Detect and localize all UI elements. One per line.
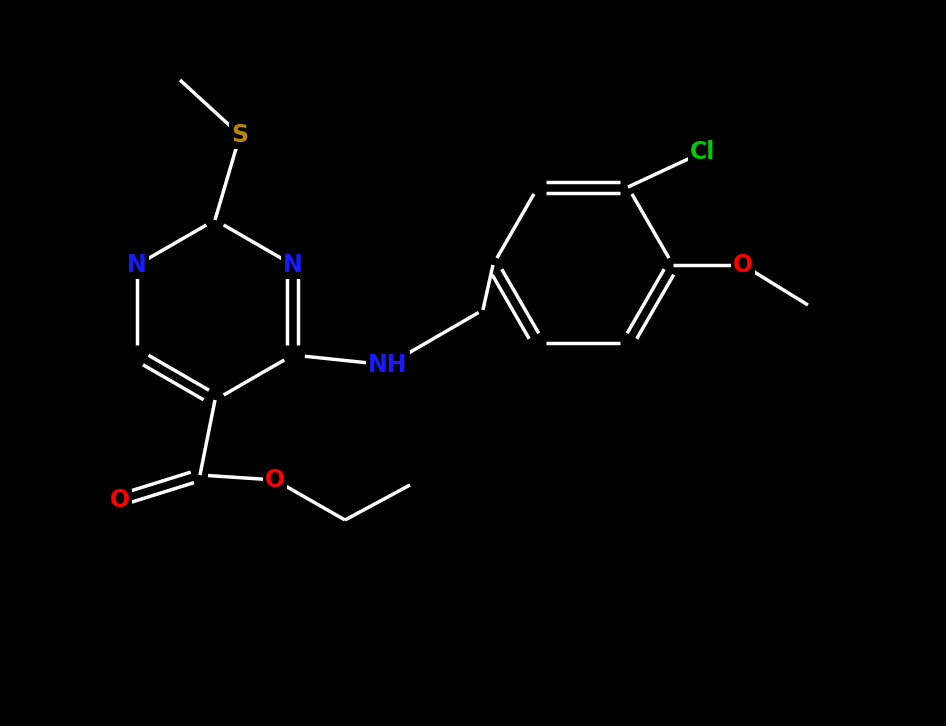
Text: O: O	[110, 488, 130, 512]
Text: O: O	[733, 253, 753, 277]
Text: S: S	[232, 123, 249, 147]
Text: Cl: Cl	[691, 140, 715, 164]
Text: N: N	[127, 253, 147, 277]
Text: NH: NH	[368, 353, 408, 377]
Text: O: O	[265, 468, 285, 492]
Text: N: N	[283, 253, 303, 277]
